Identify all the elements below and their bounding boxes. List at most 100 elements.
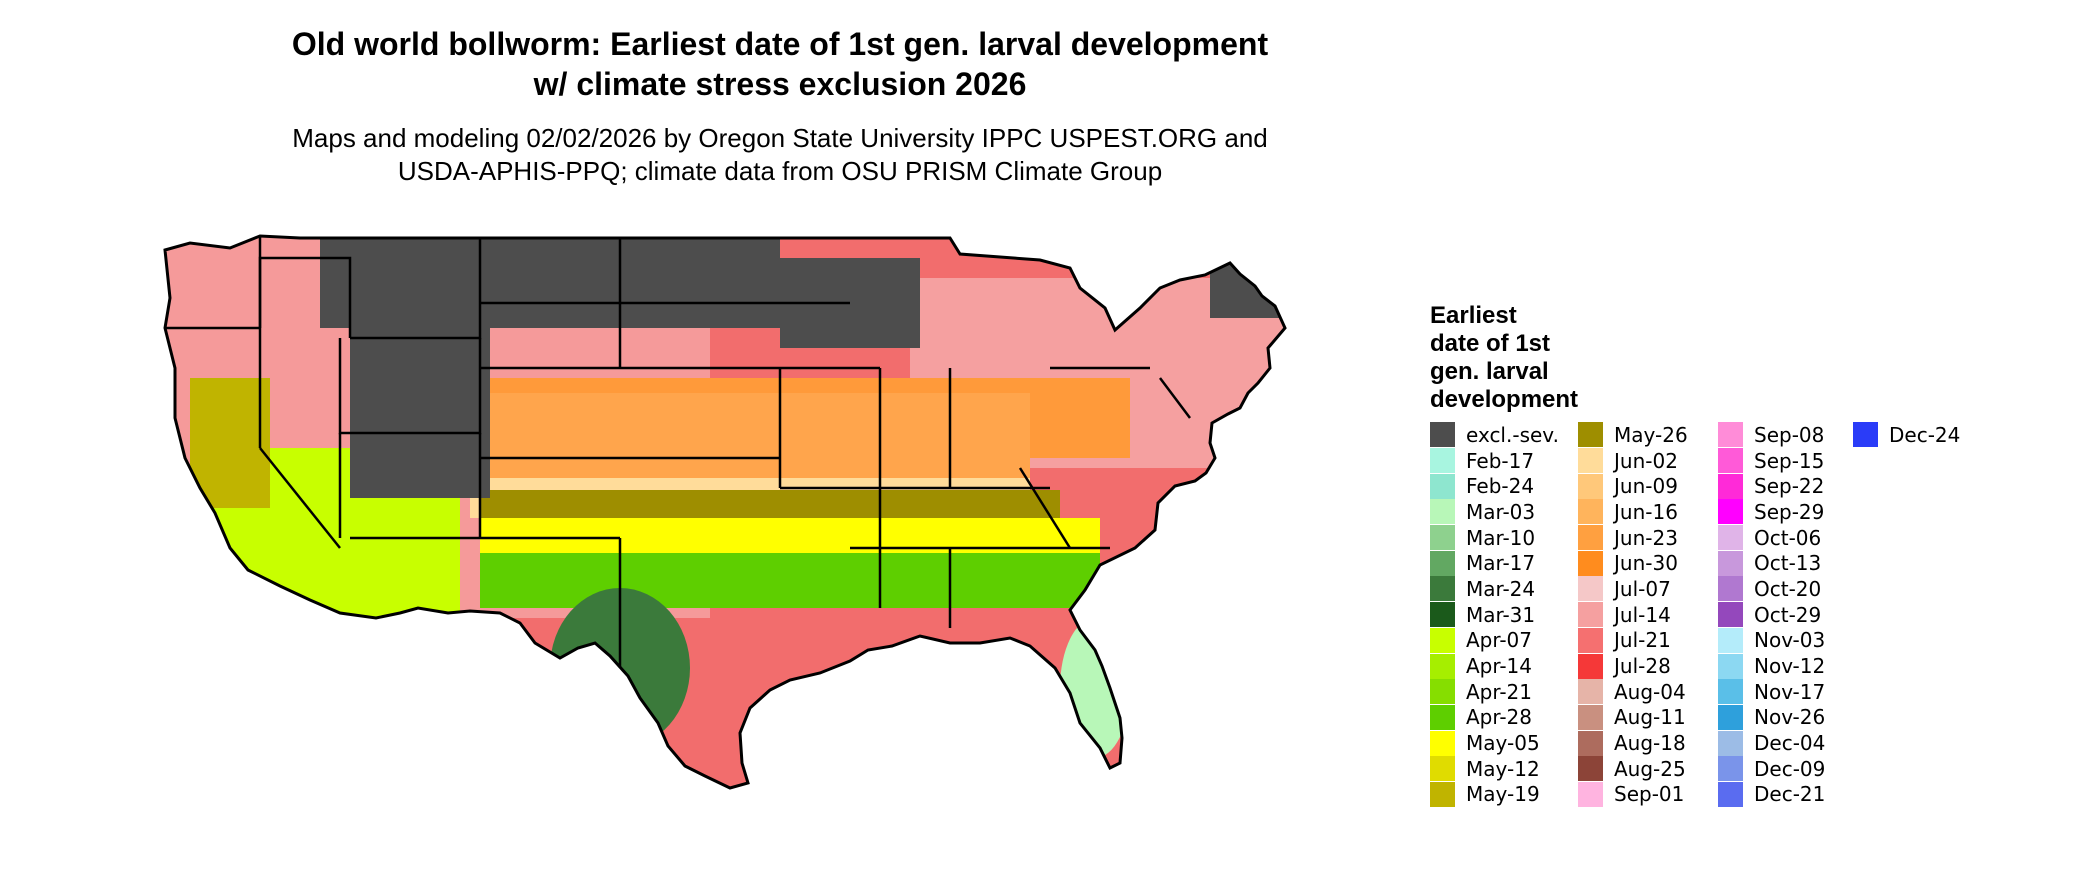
map-subtitle: Maps and modeling 02/02/2026 by Oregon S… (160, 122, 1400, 188)
legend-swatch (1430, 627, 1455, 653)
legend-title-line1: Earliest (1430, 302, 1517, 329)
legend-swatch (1430, 473, 1455, 499)
legend-item: Dec-24 (1853, 422, 1960, 448)
legend-label: Dec-04 (1754, 731, 1826, 756)
legend-swatch (1578, 730, 1603, 756)
legend-label: Jun-16 (1614, 499, 1678, 524)
legend-label: Sep-01 (1614, 782, 1685, 807)
legend-label: Oct-20 (1754, 576, 1822, 601)
state-boundaries (165, 236, 1191, 668)
map-subtitle-line2: USDA-APHIS-PPQ; climate data from OSU PR… (397, 156, 1163, 186)
legend-label: May-12 (1466, 756, 1540, 781)
zone-california-valley (190, 378, 270, 508)
legend-label: Aug-04 (1614, 679, 1686, 704)
zone-excluded-rockies (350, 318, 490, 498)
legend-title-line3: gen. larval (1430, 358, 1549, 385)
legend-column: Sep-08 Sep-15 Sep-22 Sep-29 Oct-06 Oct-13 Oct-… (1718, 422, 1825, 807)
legend-swatch (1430, 576, 1455, 602)
legend-label: Jul-07 (1614, 576, 1671, 601)
legend-item: Jun-09 (1578, 473, 1688, 499)
legend-swatch (1718, 627, 1743, 653)
legend-item: Jul-21 (1578, 627, 1688, 654)
legend-label: Sep-22 (1754, 474, 1825, 499)
legend-label: Nov-17 (1754, 679, 1826, 704)
legend-item: Mar-24 (1430, 576, 1559, 602)
legend-item: Sep-15 (1718, 448, 1825, 474)
legend-item: May-19 (1430, 781, 1559, 808)
legend-item: May-12 (1430, 756, 1559, 782)
legend-label: Jun-23 (1614, 525, 1678, 550)
legend-label: Jun-09 (1614, 474, 1678, 499)
legend-swatch (1430, 704, 1455, 730)
legend-swatch (1430, 550, 1455, 576)
legend-item: Sep-29 (1718, 499, 1825, 525)
legend-swatch (1430, 525, 1455, 551)
zone-apr-28 (480, 553, 1100, 608)
legend-label: Sep-08 (1754, 422, 1825, 447)
us-map (163, 234, 1287, 790)
legend-item: Dec-09 (1718, 756, 1825, 782)
legend-swatch (1718, 448, 1743, 474)
legend-swatch (1718, 550, 1743, 576)
legend-label: excl.-sev. (1466, 422, 1559, 447)
legend-label: Jul-21 (1614, 628, 1671, 653)
legend-label: Oct-06 (1754, 525, 1822, 550)
legend-item: Sep-01 (1578, 781, 1688, 808)
legend-item: Jun-23 (1578, 525, 1688, 551)
legend-swatch (1578, 422, 1603, 448)
legend-item: Jul-28 (1578, 653, 1688, 679)
legend-item: Nov-17 (1718, 679, 1825, 705)
legend-swatch (1718, 679, 1743, 705)
legend-item: May-05 (1430, 730, 1559, 756)
legend-swatch (1718, 473, 1743, 499)
legend-swatch (1578, 525, 1603, 551)
legend-column: Dec-24 (1853, 422, 1960, 448)
legend-label: Mar-17 (1466, 551, 1536, 576)
legend-item: Oct-06 (1718, 525, 1825, 551)
larval-development-zones (165, 236, 1285, 788)
legend-swatch (1430, 448, 1455, 474)
map-title-line2: w/ climate stress exclusion 2026 (533, 66, 1027, 102)
legend-swatch (1718, 499, 1743, 525)
legend-label: Apr-07 (1466, 628, 1532, 653)
legend-swatch (1430, 679, 1455, 705)
legend-label: Mar-10 (1466, 525, 1536, 550)
legend-swatch (1718, 653, 1743, 679)
legend-swatch (1430, 499, 1455, 525)
legend-item: Feb-24 (1430, 473, 1559, 499)
legend-label: May-05 (1466, 731, 1540, 756)
legend-item: Aug-25 (1578, 756, 1688, 782)
legend-swatch (1578, 679, 1603, 705)
legend-label: Nov-03 (1754, 628, 1826, 653)
legend-item: Jul-07 (1578, 576, 1688, 602)
legend-swatch (1718, 576, 1743, 602)
legend-item: Sep-08 (1718, 422, 1825, 448)
zone-florida (1060, 618, 1130, 758)
map-title-line1: Old world bollworm: Earliest date of 1st… (291, 26, 1269, 62)
legend-item: excl.-sev. (1430, 422, 1559, 448)
legend-item: Jun-30 (1578, 550, 1688, 576)
legend-label: Sep-29 (1754, 499, 1825, 524)
legend-label: Apr-14 (1466, 654, 1532, 679)
legend-label: Dec-09 (1754, 756, 1826, 781)
legend-item: Apr-21 (1430, 679, 1559, 705)
legend-swatch (1718, 704, 1743, 730)
legend-swatch (1430, 602, 1455, 628)
legend-swatch (1430, 730, 1455, 756)
legend-label: Jul-14 (1614, 602, 1671, 627)
legend-item: Mar-03 (1430, 499, 1559, 525)
map-title: Old world bollworm: Earliest date of 1st… (160, 24, 1400, 104)
legend-label: Feb-24 (1466, 474, 1535, 499)
zone-excluded-northern-plains (320, 236, 780, 328)
legend-item: Oct-20 (1718, 576, 1825, 602)
legend-item: Aug-18 (1578, 730, 1688, 756)
legend-label: Mar-31 (1466, 602, 1536, 627)
legend-swatch (1430, 653, 1455, 679)
legend-item: Jun-02 (1578, 448, 1688, 474)
legend-label: Apr-28 (1466, 705, 1532, 730)
legend-item: Nov-26 (1718, 704, 1825, 731)
legend-swatch (1718, 602, 1743, 628)
legend-column: excl.-sev. Feb-17 Feb-24 Mar-03 Mar-10 Mar-17… (1430, 422, 1559, 807)
legend-swatch (1718, 781, 1743, 807)
legend-swatch (1578, 473, 1603, 499)
